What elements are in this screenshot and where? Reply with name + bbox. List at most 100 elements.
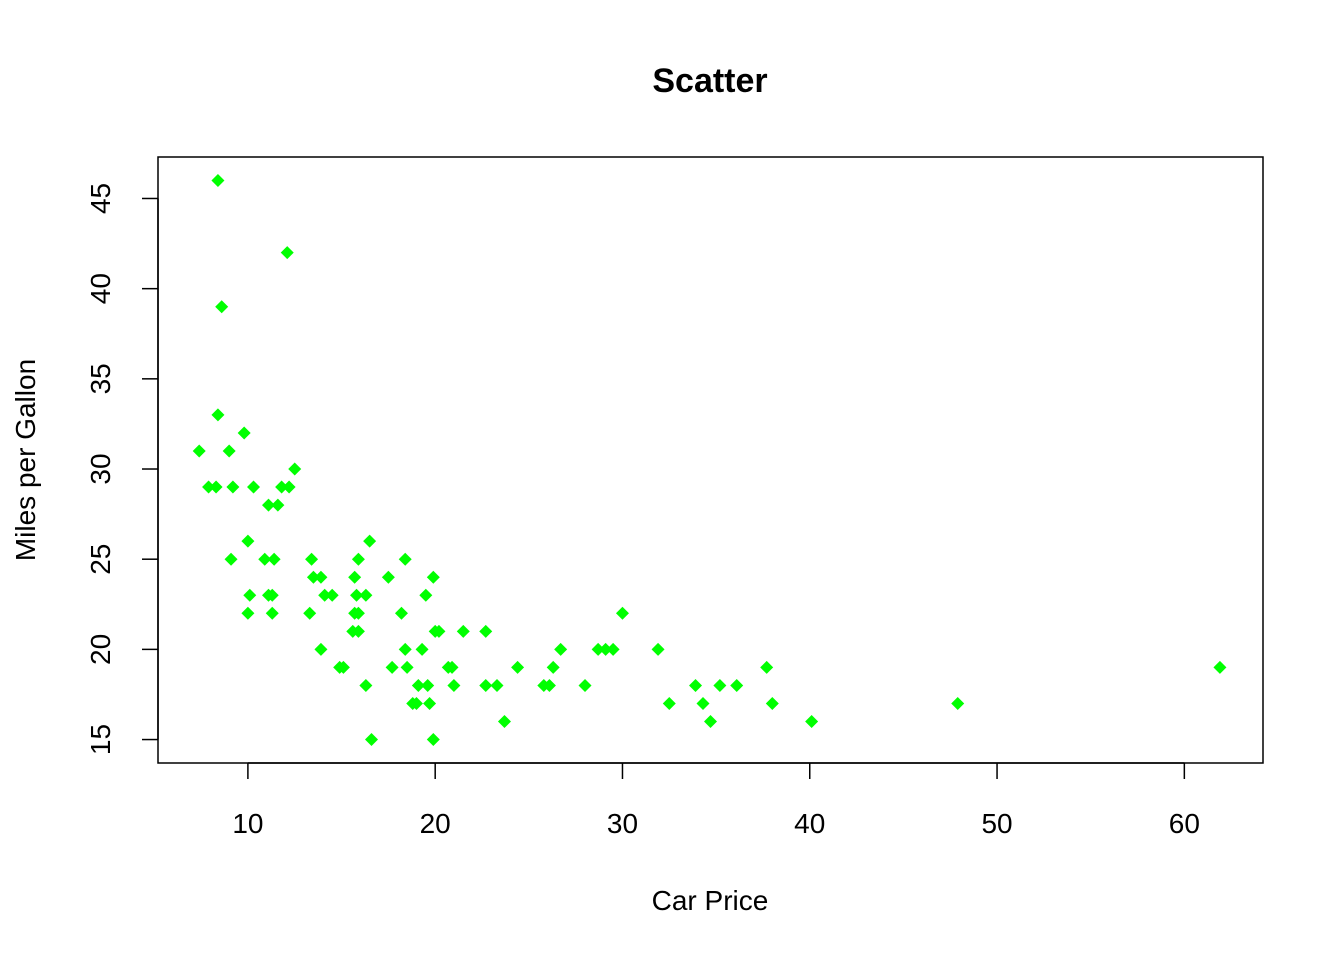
data-point <box>215 300 229 314</box>
y-tick-label: 30 <box>85 453 116 484</box>
data-point <box>243 588 257 602</box>
data-point <box>211 173 225 187</box>
data-points <box>192 173 1227 747</box>
x-tick-label: 40 <box>794 808 825 839</box>
y-tick-label: 40 <box>85 273 116 304</box>
data-point <box>365 733 379 747</box>
x-tick-label: 10 <box>232 808 263 839</box>
data-point <box>432 624 446 638</box>
data-point <box>689 678 703 692</box>
data-point <box>275 480 289 494</box>
x-tick-label: 50 <box>981 808 1012 839</box>
data-point <box>241 606 255 620</box>
data-point <box>280 246 294 260</box>
data-point <box>951 696 965 710</box>
y-tick-label: 35 <box>85 363 116 394</box>
data-point <box>426 570 440 584</box>
data-point <box>192 444 206 458</box>
data-point <box>445 660 459 674</box>
x-axis-label: Car Price <box>652 885 769 916</box>
data-point <box>351 606 365 620</box>
data-point <box>325 588 339 602</box>
data-point <box>411 678 425 692</box>
x-tick-label: 20 <box>420 808 451 839</box>
data-point <box>314 642 328 656</box>
data-point <box>351 552 365 566</box>
data-point <box>211 408 225 422</box>
data-point <box>421 678 435 692</box>
data-point <box>554 642 568 656</box>
data-point <box>359 678 373 692</box>
data-point <box>381 570 395 584</box>
data-point <box>578 678 592 692</box>
data-point <box>490 678 504 692</box>
data-point <box>765 696 779 710</box>
data-point <box>394 606 408 620</box>
x-axis: 10 20 30 40 50 60 <box>232 762 1200 839</box>
data-point <box>271 498 285 512</box>
data-point <box>606 642 620 656</box>
data-point <box>305 552 319 566</box>
data-point <box>265 606 279 620</box>
data-point <box>409 696 423 710</box>
data-point <box>202 480 216 494</box>
data-point <box>385 660 399 674</box>
data-point <box>336 660 350 674</box>
data-point <box>314 570 328 584</box>
data-point <box>415 642 429 656</box>
data-point <box>651 642 665 656</box>
data-point <box>237 426 251 440</box>
y-axis: 15 20 25 30 35 40 45 <box>85 183 159 755</box>
y-tick-label: 45 <box>85 183 116 214</box>
data-point <box>241 534 255 548</box>
data-point <box>209 480 223 494</box>
data-point <box>351 624 365 638</box>
data-point <box>318 588 332 602</box>
data-point <box>542 678 556 692</box>
data-point <box>456 624 470 638</box>
data-point <box>1213 660 1227 674</box>
data-point <box>363 534 377 548</box>
x-tick-label: 30 <box>607 808 638 839</box>
y-tick-label: 25 <box>85 544 116 575</box>
data-point <box>662 696 676 710</box>
data-point <box>599 642 613 656</box>
data-point <box>303 606 317 620</box>
data-point <box>704 715 717 729</box>
data-point <box>398 642 412 656</box>
y-tick-label: 15 <box>85 724 116 755</box>
data-point <box>348 570 362 584</box>
data-point <box>511 660 525 674</box>
data-point <box>497 715 511 729</box>
y-axis-label: Miles per Gallon <box>10 359 41 561</box>
x-tick-label: 60 <box>1169 808 1200 839</box>
data-point <box>591 642 605 656</box>
data-point <box>730 678 744 692</box>
data-point <box>262 498 275 512</box>
data-point <box>247 480 261 494</box>
data-point <box>805 715 819 729</box>
data-point <box>288 462 302 476</box>
data-point <box>479 624 493 638</box>
data-point <box>426 733 440 747</box>
data-point <box>615 606 629 620</box>
y-tick-label: 20 <box>85 634 116 665</box>
data-point <box>419 588 433 602</box>
data-point <box>398 552 412 566</box>
data-point <box>447 678 461 692</box>
data-point <box>479 678 493 692</box>
data-point <box>423 696 437 710</box>
data-point <box>696 696 710 710</box>
data-point <box>267 552 281 566</box>
data-point <box>282 480 296 494</box>
data-point <box>306 570 320 584</box>
data-point <box>258 552 272 566</box>
data-point <box>350 588 364 602</box>
data-point <box>265 588 279 602</box>
plot-frame <box>157 156 1264 764</box>
chart-title: Scatter <box>652 62 767 100</box>
data-point <box>546 660 560 674</box>
data-point <box>400 660 414 674</box>
data-point <box>359 588 373 602</box>
